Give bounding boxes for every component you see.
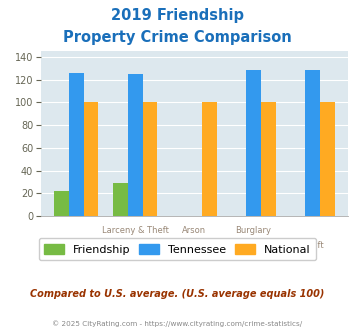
Bar	[84, 102, 98, 216]
Text: Arson: Arson	[182, 226, 206, 235]
Bar	[54, 191, 69, 216]
Bar	[113, 183, 128, 216]
Bar	[320, 102, 335, 216]
Text: Motor Vehicle Theft: Motor Vehicle Theft	[242, 241, 324, 250]
Bar	[69, 73, 84, 216]
Bar	[128, 74, 143, 216]
Bar	[305, 71, 320, 216]
Text: Compared to U.S. average. (U.S. average equals 100): Compared to U.S. average. (U.S. average …	[30, 289, 325, 299]
Text: Larceny & Theft: Larceny & Theft	[102, 226, 169, 235]
Text: All Property Crime: All Property Crime	[67, 241, 144, 250]
Text: 2019 Friendship: 2019 Friendship	[111, 8, 244, 23]
Text: © 2025 CityRating.com - https://www.cityrating.com/crime-statistics/: © 2025 CityRating.com - https://www.city…	[53, 320, 302, 327]
Bar	[202, 102, 217, 216]
Bar	[261, 102, 275, 216]
Text: Burglary: Burglary	[235, 226, 272, 235]
Bar	[143, 102, 158, 216]
Bar	[246, 71, 261, 216]
Legend: Friendship, Tennessee, National: Friendship, Tennessee, National	[39, 238, 316, 260]
Text: Property Crime Comparison: Property Crime Comparison	[63, 30, 292, 45]
